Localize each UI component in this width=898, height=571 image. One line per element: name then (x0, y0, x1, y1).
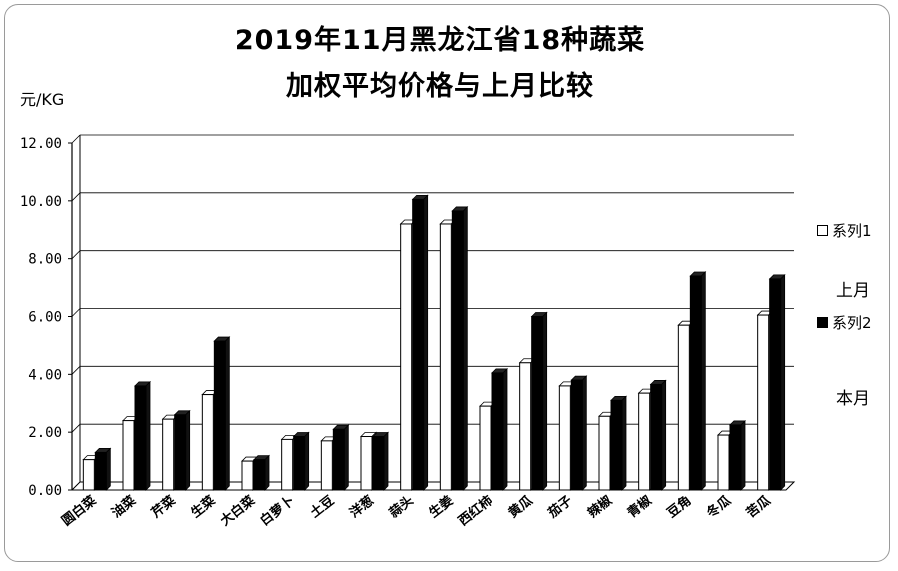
bar-side-s2 (502, 367, 508, 491)
bar-s2 (451, 210, 464, 491)
bar-s1 (519, 362, 532, 491)
y-tick-label: 2.00 (28, 425, 62, 441)
bar-s1 (558, 385, 571, 491)
gridline-depth (71, 134, 81, 144)
chart-title-line2: 加权平均价格与上月比较 (286, 71, 594, 102)
gridline-depth (71, 423, 81, 433)
bar-s2 (570, 379, 583, 491)
bar-side-s2 (740, 419, 746, 491)
bar-s2 (253, 459, 266, 491)
x-tick-label: 圆白菜 (59, 493, 100, 530)
bar-s2 (610, 399, 623, 491)
x-tick-label: 芹菜 (148, 493, 178, 522)
gridline-depth (71, 308, 81, 317)
bar-s2 (372, 436, 385, 491)
bar-side-s2 (383, 431, 389, 491)
bar-side-s2 (145, 380, 151, 491)
x-tick-label: 洋葱 (347, 493, 377, 522)
bar-side-s2 (780, 273, 786, 491)
bar-s2 (491, 372, 504, 491)
y-tick-label: 10.00 (20, 194, 62, 210)
x-tick-label: 冬瓜 (704, 493, 734, 522)
x-tick-label: 苦瓜 (743, 493, 773, 522)
y-tick-label: 8.00 (28, 252, 62, 268)
x-tick-label: 蒜头 (386, 493, 416, 522)
bar-side-s2 (105, 447, 111, 491)
bar-s1 (598, 415, 611, 491)
bar-side-s2 (343, 424, 349, 491)
gridline-depth (71, 366, 81, 375)
side-label-last-month: 上月 (836, 281, 870, 301)
bar-s1 (479, 405, 492, 491)
y-tick-label: 12.00 (20, 136, 62, 152)
chart-title-line1: 2019年11月黑龙江省18种蔬菜 (234, 25, 646, 56)
bar-side-s2 (462, 205, 468, 491)
x-tick-label: 白萝卜 (257, 493, 298, 530)
bar-s2 (769, 278, 782, 491)
legend-label-series2: 系列2 (832, 314, 872, 332)
legend-swatch-series1 (817, 225, 828, 236)
x-tick-label: 茄子 (544, 493, 575, 522)
bar-s1 (122, 420, 135, 491)
legend-swatch-series2 (817, 317, 828, 328)
bar-s2 (213, 340, 226, 491)
bar-s2 (293, 436, 306, 491)
bar-s1 (201, 394, 214, 491)
bar-s1 (320, 440, 333, 491)
x-tick-label: 豆角 (664, 493, 694, 522)
bar-side-s2 (185, 409, 191, 491)
x-tick-label: 辣椒 (585, 493, 615, 522)
y-tick-label: 0.00 (28, 483, 62, 499)
x-tick-label: 青椒 (624, 493, 654, 522)
bar-s2 (531, 316, 544, 491)
y-tick-label: 6.00 (28, 310, 62, 326)
legend-item-series1: 系列1 (817, 220, 872, 241)
bar-s1 (717, 434, 730, 491)
x-tick-label: 黄瓜 (505, 493, 535, 522)
x-tick-label: 生菜 (188, 493, 218, 522)
bar-side-s2 (304, 431, 310, 491)
y-tick-label: 4.00 (28, 367, 62, 383)
gridline-depth (71, 250, 81, 259)
bar-side-s2 (542, 311, 548, 491)
bar-side-s2 (661, 379, 667, 491)
bar-s2 (332, 428, 345, 491)
bar-s1 (439, 223, 452, 491)
bar-side-s2 (581, 375, 587, 491)
bar-s1 (360, 436, 373, 491)
bar-s1 (281, 438, 294, 491)
bar-s1 (82, 459, 95, 491)
side-label-this-month: 本月 (836, 389, 870, 409)
bar-s2 (412, 198, 425, 491)
bar-s2 (174, 414, 187, 491)
bar-s1 (241, 460, 254, 491)
x-tick-label: 生姜 (426, 493, 456, 522)
bar-s2 (650, 383, 663, 491)
y-axis-unit-label: 元/KG (20, 90, 65, 109)
x-tick-label: 油菜 (109, 493, 139, 522)
bar-side-s2 (264, 454, 270, 491)
x-tick-label: 大白菜 (217, 493, 258, 530)
bar-s2 (689, 275, 702, 491)
bar-s1 (757, 314, 770, 491)
bar-s2 (729, 424, 742, 491)
bar-s1 (400, 223, 413, 491)
bar-side-s2 (621, 395, 627, 491)
bar-s1 (162, 418, 175, 491)
bar-s1 (677, 324, 690, 491)
bar-side-s2 (224, 336, 230, 491)
bar-s2 (134, 385, 147, 491)
bar-side-s2 (423, 194, 429, 491)
x-tick-label: 西红柿 (455, 493, 496, 530)
gridline-depth (71, 192, 81, 202)
bar-s1 (638, 392, 651, 491)
bar-s2 (94, 451, 107, 491)
bar-side-s2 (700, 271, 706, 491)
legend-label-series1: 系列1 (832, 222, 872, 240)
x-tick-label: 土豆 (307, 493, 337, 522)
legend-item-series2: 系列2 (817, 312, 872, 333)
